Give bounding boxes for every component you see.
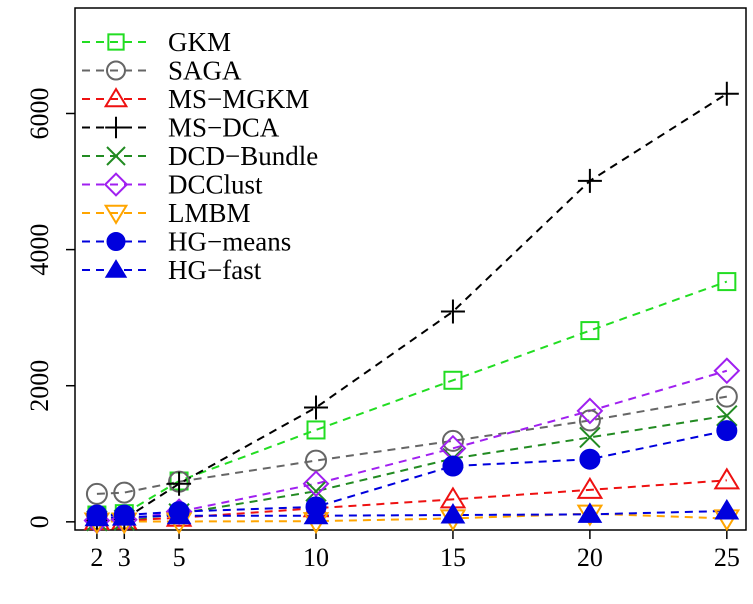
x-tick-label: 15 (440, 543, 466, 572)
data-point (84, 505, 110, 527)
data-point (579, 448, 601, 470)
data-point (306, 420, 326, 440)
series-markers (83, 81, 741, 535)
legend-label: LMBM (168, 198, 251, 228)
data-point (111, 505, 137, 526)
y-tick-label: 0 (25, 515, 54, 528)
legend-label: HG−means (168, 227, 291, 257)
data-point (715, 385, 738, 408)
data-point (304, 395, 329, 420)
legend-marker (103, 204, 129, 225)
data-point (166, 503, 192, 525)
data-point (716, 420, 738, 442)
data-point (717, 272, 737, 292)
series-line-4 (96, 414, 727, 522)
legend-marker (106, 232, 126, 251)
series-line-1 (96, 395, 727, 495)
data-point (443, 370, 463, 390)
x-tick-label: 5 (173, 543, 186, 572)
legend-label: MS−DCA (168, 113, 280, 143)
data-point (578, 409, 601, 432)
legend-marker (103, 87, 129, 108)
legend-marker (105, 116, 127, 139)
data-point (85, 482, 108, 505)
data-point (713, 467, 741, 490)
data-point (305, 480, 327, 502)
legend-label: HG−fast (168, 255, 262, 285)
legend-label: GKM (168, 27, 231, 57)
series-line-2 (96, 479, 727, 523)
legend-marker (103, 172, 129, 197)
y-tick-label: 4000 (25, 224, 54, 276)
plot-frame (74, 7, 747, 531)
x-tick-label: 3 (118, 543, 131, 572)
data-point (441, 429, 464, 452)
legend-label: DCClust (168, 170, 263, 200)
data-point (440, 299, 465, 324)
data-point (579, 426, 601, 449)
legend-marker (107, 33, 125, 51)
data-point (113, 481, 136, 504)
data-point (577, 502, 603, 523)
legend-marker (106, 60, 126, 81)
data-point (714, 498, 740, 520)
x-tick-label: 20 (577, 543, 603, 572)
x-tick-label: 25 (714, 543, 740, 572)
data-point (576, 397, 604, 425)
axes: 2 3 5 10 15 20 25 0 2000 4000 6000 (25, 87, 740, 572)
legend-label: MS−MGKM (168, 84, 309, 114)
x-tick-label: 2 (90, 543, 103, 572)
y-tick-label: 6000 (25, 87, 54, 139)
data-point (713, 357, 741, 385)
data-point (577, 168, 602, 193)
legend-marker (106, 146, 126, 166)
legend: GKMSAGAMS−MGKMMS−DCADCD−BundleDCClustLMB… (82, 27, 318, 285)
data-point (167, 471, 192, 496)
legend-label: SAGA (168, 56, 242, 86)
data-point (576, 476, 604, 499)
legend-label: DCD−Bundle (168, 141, 318, 171)
data-point (440, 503, 466, 524)
data-point (303, 503, 329, 525)
data-point (716, 404, 738, 427)
x-tick-label: 10 (303, 543, 329, 572)
data-point (580, 321, 600, 341)
data-point (714, 81, 739, 106)
series-line-5 (96, 369, 728, 522)
data-point (302, 470, 330, 498)
legend-marker (104, 259, 128, 278)
y-tick-label: 2000 (25, 360, 54, 412)
data-point (442, 455, 464, 477)
